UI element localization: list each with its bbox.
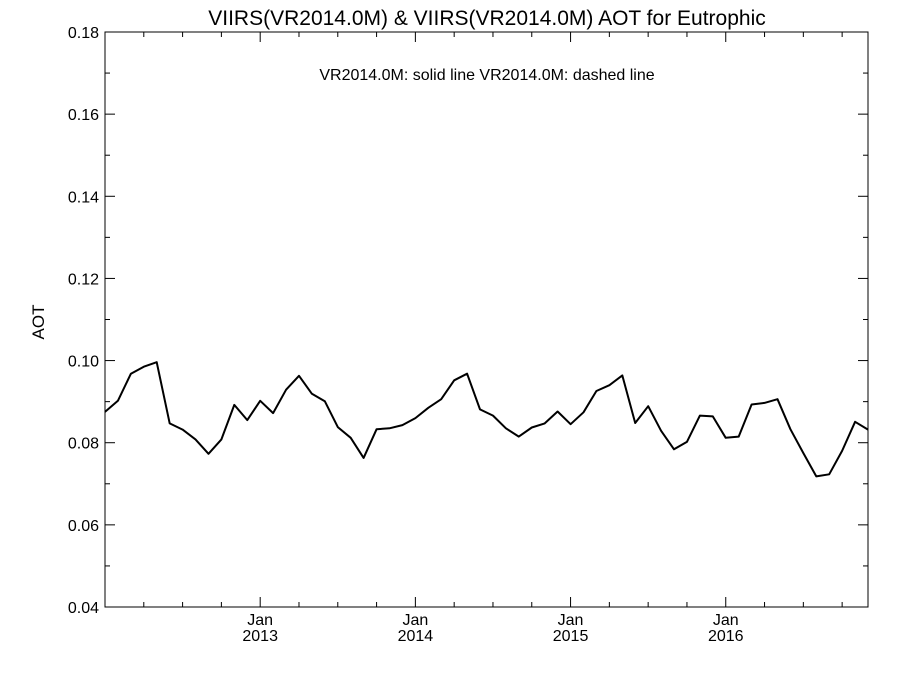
- y-tick-label: 0.04: [68, 600, 99, 617]
- x-tick-label-year: 2015: [553, 628, 589, 645]
- y-axis-ticks: 0.04 0.06 0.08 0.10 0.12 0.14 0.16 0.18: [68, 25, 868, 617]
- x-tick-label-month: Jan: [247, 612, 273, 629]
- series-group: [104, 361, 869, 478]
- y-tick-label: 0.08: [68, 436, 99, 453]
- y-axis-label: AOT: [29, 305, 48, 340]
- legend-annotation: VR2014.0M: solid line VR2014.0M: dashed …: [319, 67, 654, 84]
- x-tick-label-month: Jan: [558, 612, 584, 629]
- x-tick-label-year: 2013: [242, 628, 278, 645]
- y-tick-label: 0.14: [68, 189, 99, 206]
- chart-title: VIIRS(VR2014.0M) & VIIRS(VR2014.0M) AOT …: [208, 7, 766, 30]
- plot-frame: [104, 31, 869, 608]
- y-tick-label: 0.18: [68, 25, 99, 42]
- series-line-solid: [104, 361, 869, 478]
- x-tick-label-month: Jan: [713, 612, 739, 629]
- x-tick-label-month: Jan: [402, 612, 428, 629]
- y-tick-label: 0.10: [68, 354, 99, 371]
- x-tick-label-year: 2014: [398, 628, 434, 645]
- plot-area-border: [104, 31, 869, 608]
- x-tick-label-year: 2016: [708, 628, 744, 645]
- y-tick-label: 0.12: [68, 271, 99, 288]
- y-tick-label: 0.06: [68, 518, 99, 535]
- y-tick-label: 0.16: [68, 107, 99, 124]
